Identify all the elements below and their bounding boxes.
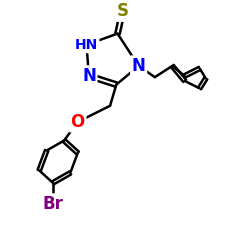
Text: HN: HN xyxy=(75,38,98,52)
Text: N: N xyxy=(82,67,96,85)
Text: O: O xyxy=(70,113,85,131)
Text: N: N xyxy=(132,57,145,75)
Text: Br: Br xyxy=(42,195,63,213)
Text: S: S xyxy=(116,2,128,20)
